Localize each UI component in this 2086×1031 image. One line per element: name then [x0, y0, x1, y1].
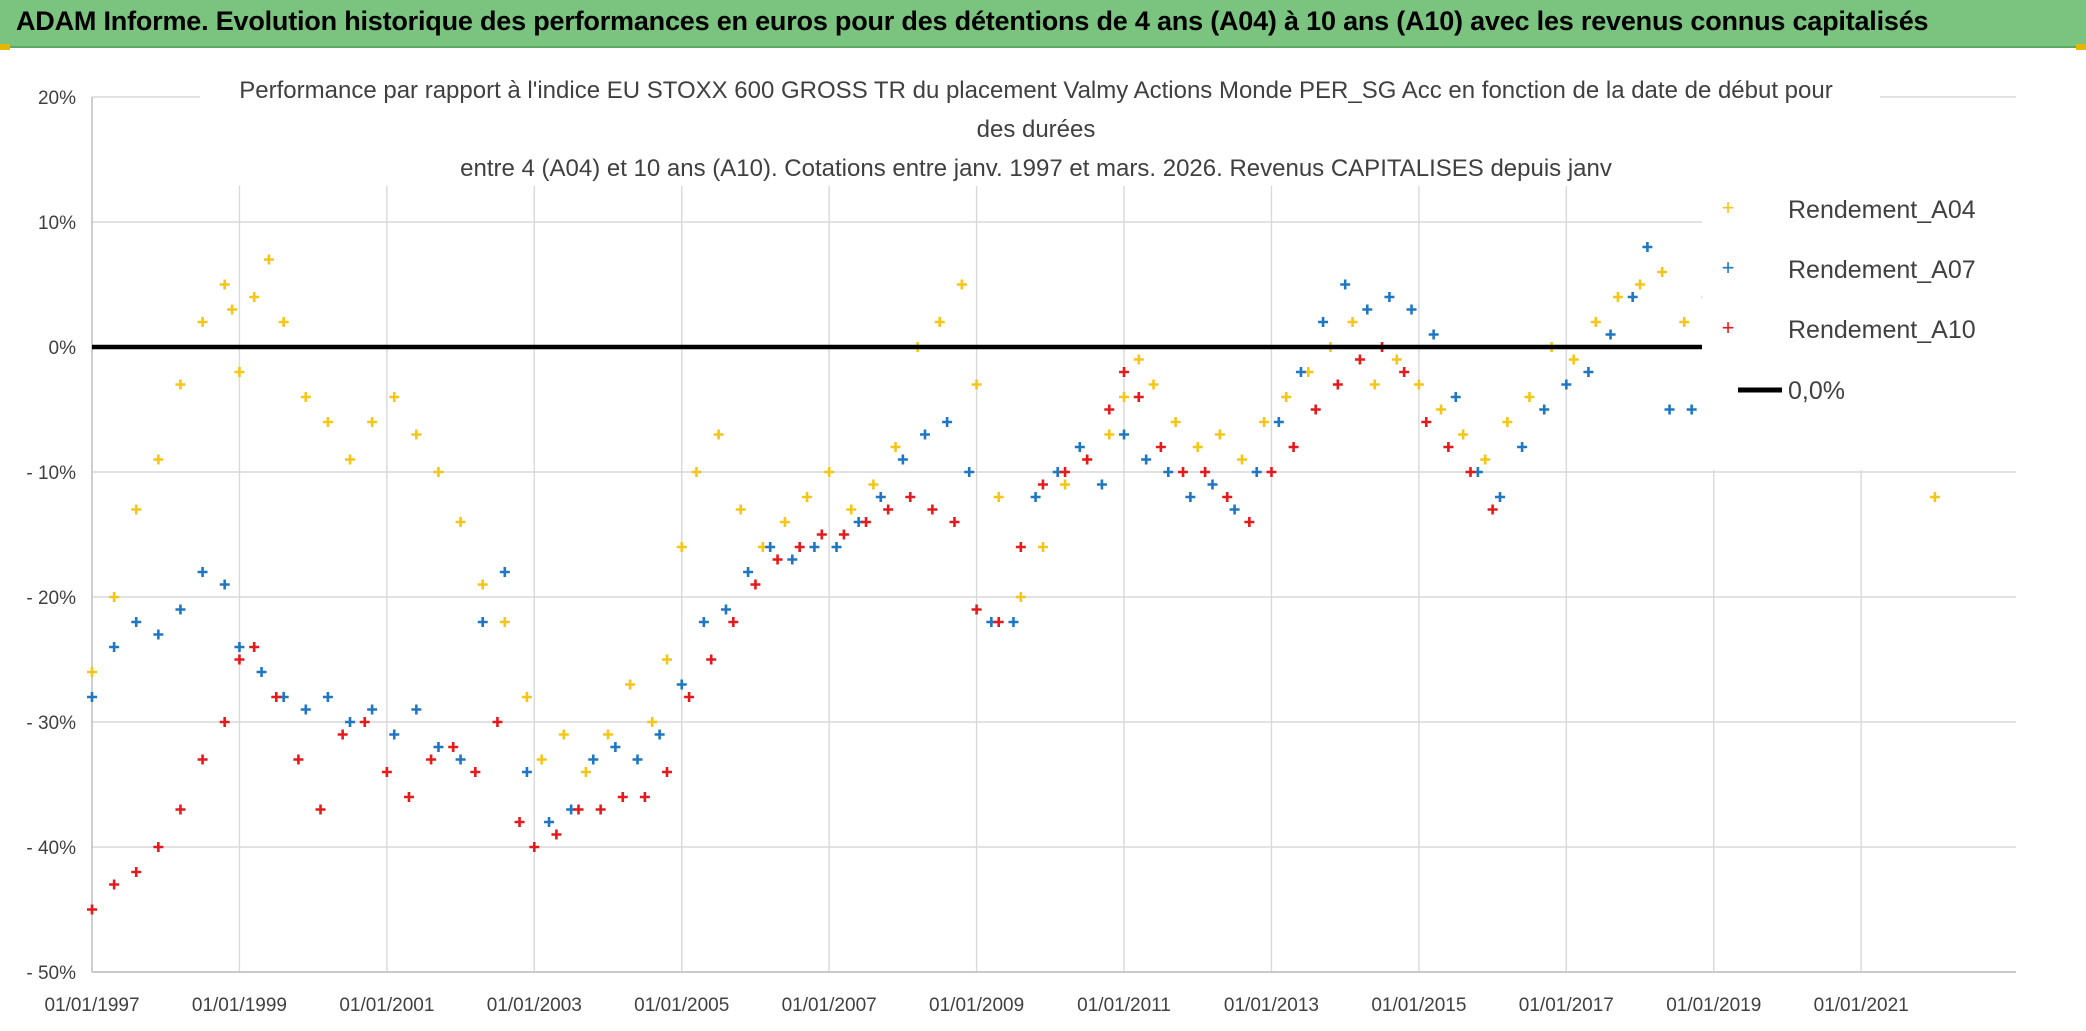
series-a10 — [87, 342, 1498, 915]
x-axis-tick-labels: 01/01/1997 01/01/1999 01/01/2001 01/01/2003… — [44, 995, 1908, 1016]
x-tick-label: 01/01/2011 — [1077, 995, 1171, 1016]
report-title: ADAM Informe. Evolution historique des p… — [16, 6, 1929, 36]
series-a10-points — [87, 342, 1498, 915]
y-axis-tick-labels: 20% 10% 0% - 10% - 20% - 30% - 40% - 50% — [26, 88, 76, 984]
chart-title-line-3: entre 4 (A04) et 10 ans (A10). Cotations… — [460, 155, 1612, 182]
y-tick-label: 20% — [38, 88, 76, 109]
x-tick-label: 01/01/2015 — [1371, 995, 1466, 1016]
y-tick-label: - 20% — [26, 588, 76, 609]
x-tick-label: 01/01/1999 — [192, 995, 287, 1016]
x-tick-label: 01/01/2001 — [339, 995, 434, 1016]
legend-label-a04: Rendement_A04 — [1788, 196, 1976, 224]
banner-accent-right — [2076, 44, 2086, 50]
chart-legend: + Rendement_A04 + Rendement_A07 + Rendem… — [1702, 180, 2020, 470]
legend-marker-a07: + — [1722, 255, 1735, 280]
report-banner: ADAM Informe. Evolution historique des p… — [0, 0, 2086, 48]
legend-label-zero: 0,0% — [1788, 377, 1845, 405]
chart-title-line-2: des durées — [977, 116, 1096, 143]
banner-accent-left — [0, 44, 10, 50]
x-tick-label: 01/01/2003 — [487, 995, 582, 1016]
x-tick-label: 01/01/2007 — [782, 995, 877, 1016]
chart-title: Performance par rapport à l'indice EU ST… — [200, 58, 1880, 186]
legend-background — [1702, 180, 2020, 470]
y-tick-label: - 30% — [26, 713, 76, 734]
x-tick-label: 01/01/2019 — [1666, 995, 1761, 1016]
y-tick-label: - 10% — [26, 463, 76, 484]
x-tick-label: 01/01/2005 — [634, 995, 729, 1016]
legend-label-a10: Rendement_A10 — [1788, 316, 1976, 344]
performance-scatter-chart: 20% 10% 0% - 10% - 20% - 30% - 40% - 50% 01/01/… — [0, 50, 2086, 1031]
x-tick-label: 01/01/2021 — [1814, 995, 1909, 1016]
series-a07 — [87, 242, 1741, 827]
legend-label-a07: Rendement_A07 — [1788, 256, 1976, 284]
y-tick-label: - 50% — [26, 963, 76, 984]
chart-title-background — [200, 58, 1880, 186]
chart-title-line-1: Performance par rapport à l'indice EU ST… — [239, 77, 1832, 104]
chart-series — [87, 242, 2016, 915]
legend-marker-a04: + — [1722, 195, 1735, 220]
y-tick-label: 0% — [49, 338, 77, 359]
y-tick-label: - 40% — [26, 838, 76, 859]
x-tick-label: 01/01/1997 — [44, 995, 139, 1016]
y-tick-label: 10% — [38, 213, 76, 234]
x-tick-label: 01/01/2009 — [929, 995, 1024, 1016]
x-tick-label: 01/01/2017 — [1519, 995, 1614, 1016]
x-tick-label: 01/01/2013 — [1224, 995, 1319, 1016]
legend-marker-a10: + — [1722, 315, 1735, 340]
series-a07-points — [87, 242, 1741, 827]
